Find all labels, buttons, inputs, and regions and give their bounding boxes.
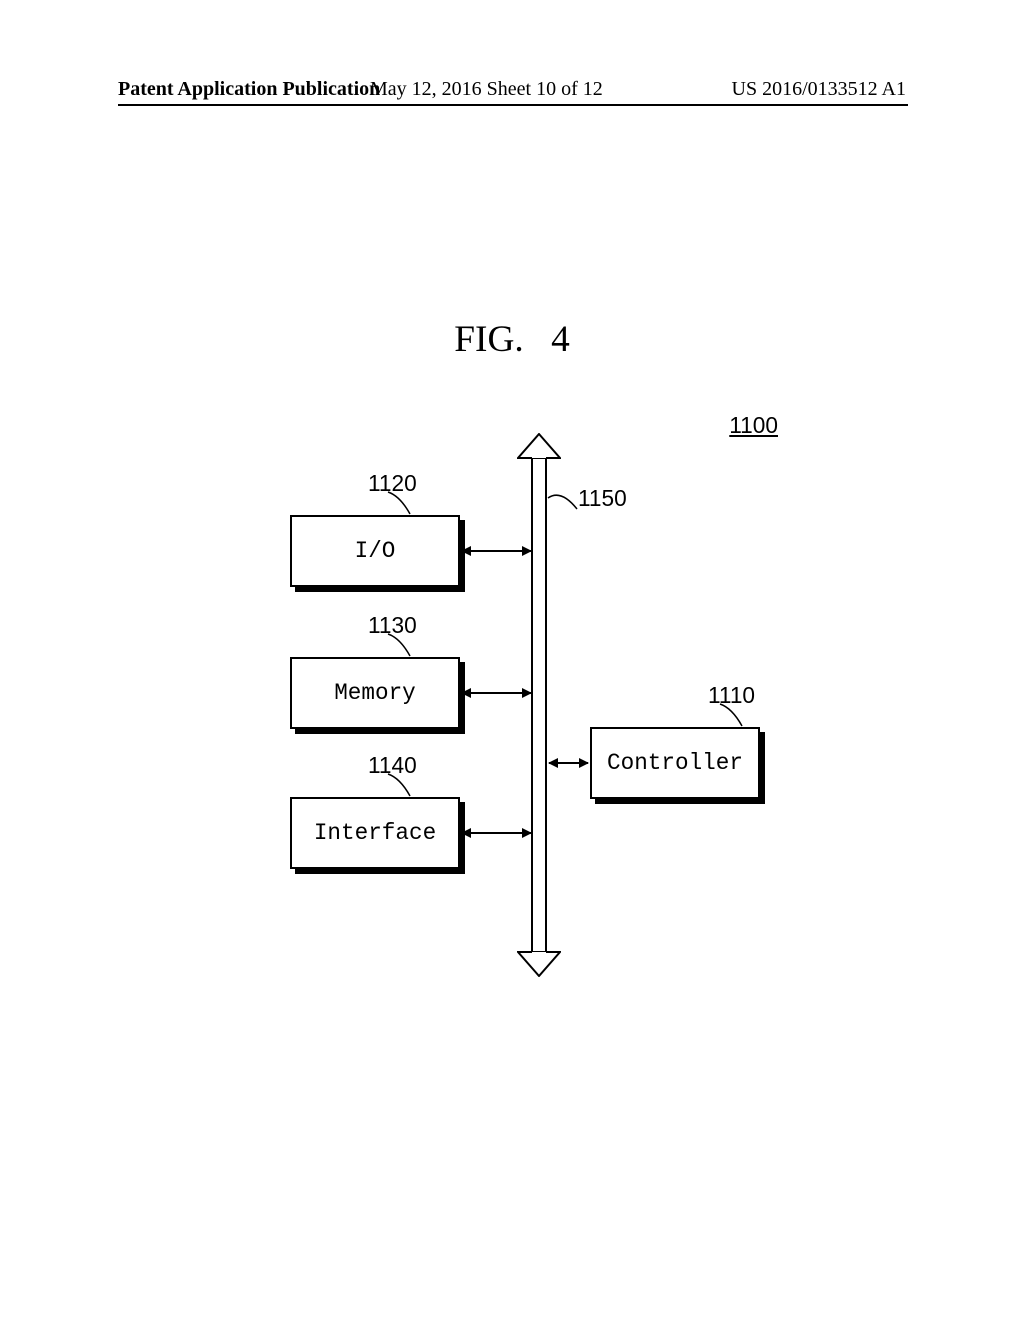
figure-title-number: 4 — [551, 319, 570, 360]
system-ref-label: 1100 — [729, 412, 778, 439]
arrow-left-icon — [461, 688, 471, 698]
bus-ref-leader — [547, 492, 581, 518]
io-connector — [462, 550, 531, 552]
memory-block: Memory — [290, 657, 460, 729]
io-ref-label: 1120 — [368, 470, 417, 497]
controller-block: Controller — [590, 727, 760, 799]
bus-arrowhead-down-icon — [517, 951, 561, 977]
header-rule — [118, 104, 908, 106]
header-left: Patent Application Publication — [118, 78, 380, 101]
page: Patent Application Publication May 12, 2… — [0, 0, 1024, 1320]
interface-ref-label: 1140 — [368, 752, 417, 779]
arrow-right-icon — [522, 546, 532, 556]
arrow-left-icon — [548, 758, 558, 768]
bus-arrowhead-up-icon — [517, 433, 561, 459]
arrow-left-icon — [461, 546, 471, 556]
controller-block-label: Controller — [607, 750, 743, 776]
interface-block-label: Interface — [314, 820, 436, 846]
arrow-right-icon — [579, 758, 589, 768]
header-center: May 12, 2016 Sheet 10 of 12 — [370, 78, 603, 101]
figure-title-prefix: FIG. — [454, 319, 523, 360]
io-block-label: I/O — [355, 538, 396, 564]
interface-block: Interface — [290, 797, 460, 869]
arrow-right-icon — [522, 688, 532, 698]
io-block: I/O — [290, 515, 460, 587]
bus-line-left — [531, 455, 533, 955]
controller-connector — [549, 762, 588, 764]
header-right: US 2016/0133512 A1 — [732, 78, 906, 101]
arrow-right-icon — [522, 828, 532, 838]
block-diagram: 1100 1150 I/O 1120 — [238, 430, 786, 1000]
bus-ref-label: 1150 — [578, 485, 627, 512]
memory-ref-label: 1130 — [368, 612, 417, 639]
figure-title: FIG. 4 — [0, 318, 1024, 361]
memory-block-label: Memory — [334, 680, 416, 706]
bus-line-right — [545, 455, 547, 955]
bus-line — [531, 455, 547, 955]
controller-ref-label: 1110 — [708, 682, 755, 709]
interface-connector — [462, 832, 531, 834]
arrow-left-icon — [461, 828, 471, 838]
memory-connector — [462, 692, 531, 694]
